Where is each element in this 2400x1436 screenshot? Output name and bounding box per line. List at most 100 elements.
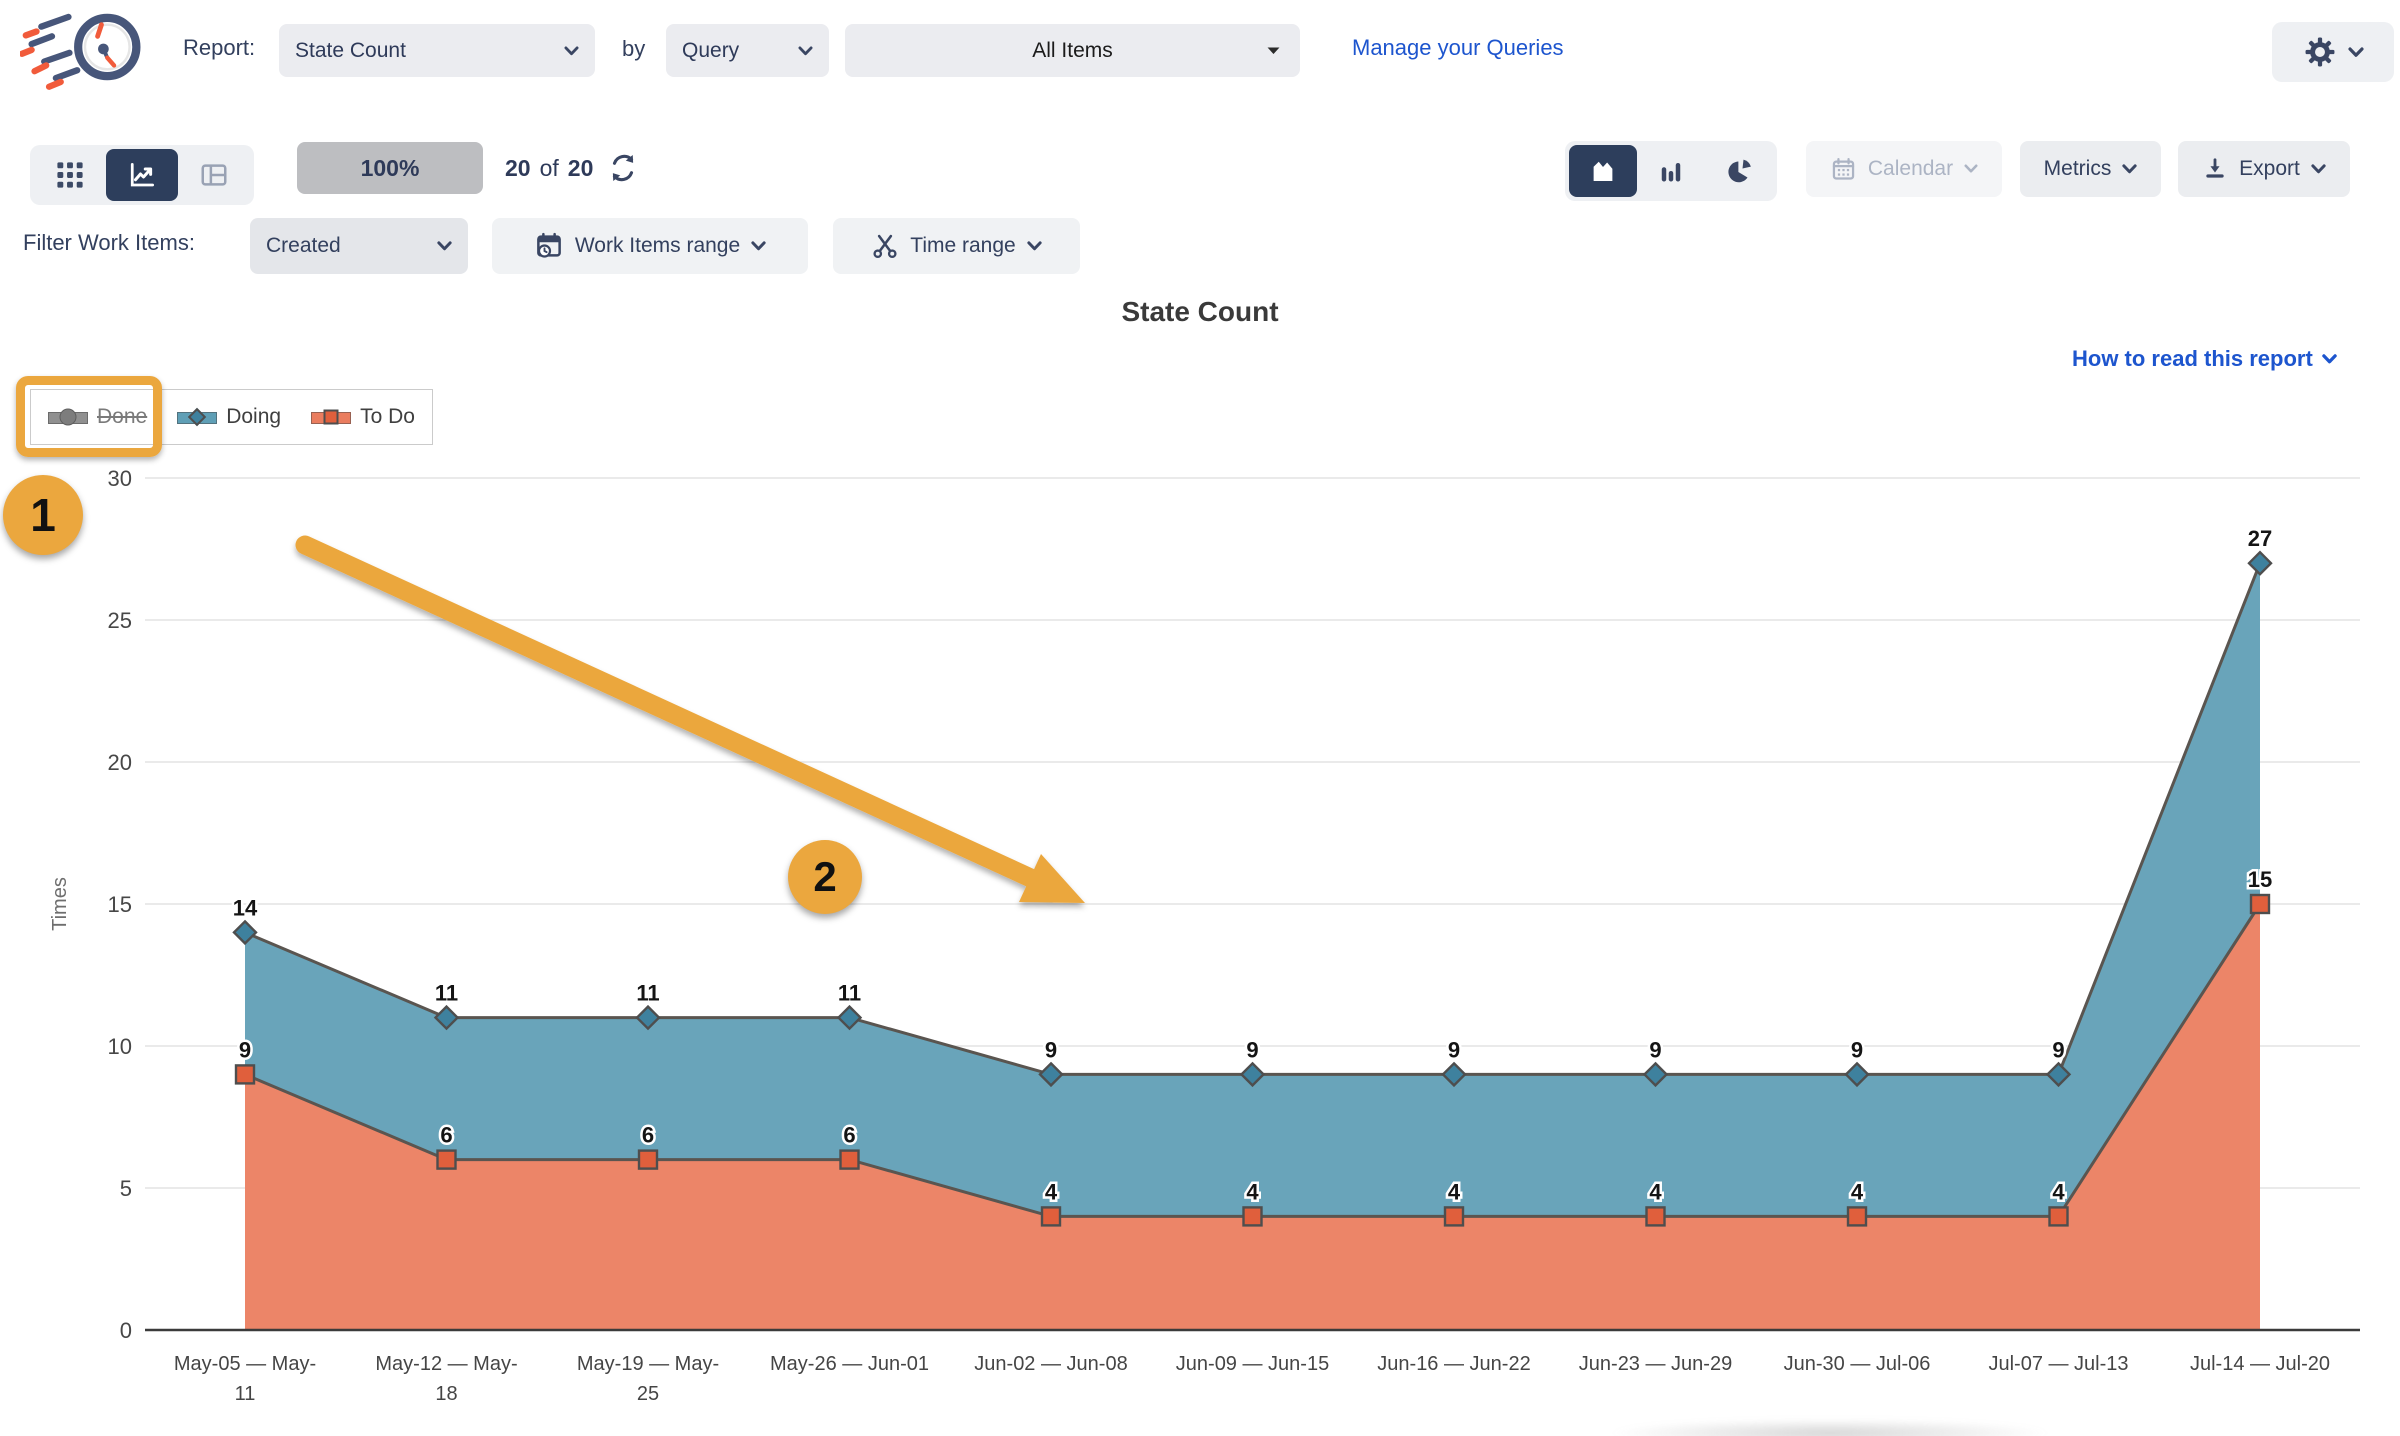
view-switcher bbox=[30, 145, 254, 205]
done-series-glyph bbox=[48, 404, 88, 430]
chevron-down-icon bbox=[1027, 241, 1042, 251]
created-filter-select[interactable]: Created bbox=[250, 218, 468, 274]
export-button[interactable]: Export bbox=[2178, 141, 2350, 197]
app-logo bbox=[20, 13, 141, 90]
scissors-icon bbox=[873, 234, 897, 259]
created-filter-value: Created bbox=[266, 234, 341, 257]
svg-text:9: 9 bbox=[1448, 1037, 1460, 1062]
svg-text:0: 0 bbox=[120, 1318, 132, 1343]
svg-text:4: 4 bbox=[1448, 1179, 1461, 1204]
x-tick-label: May-19 — May- 25 bbox=[576, 1353, 720, 1405]
annotation-step-1: 1 bbox=[3, 475, 83, 555]
svg-text:4: 4 bbox=[1649, 1179, 1662, 1204]
area-chart-icon bbox=[1593, 161, 1613, 181]
bar-chart-button[interactable] bbox=[1637, 145, 1705, 197]
item-count: 20 of 20 bbox=[505, 142, 638, 194]
legend-item-done[interactable]: Done bbox=[48, 404, 147, 430]
table-layout-icon bbox=[201, 164, 227, 186]
svg-text:4: 4 bbox=[1851, 1179, 1864, 1204]
caret-down-icon bbox=[1267, 47, 1280, 54]
area-chart-button[interactable] bbox=[1569, 145, 1637, 197]
svg-text:6: 6 bbox=[642, 1123, 654, 1148]
bar-chart-icon bbox=[1661, 163, 1681, 182]
svg-text:9: 9 bbox=[2052, 1037, 2064, 1062]
x-tick-label: Jun-09 — Jun-15 bbox=[1175, 1353, 1330, 1375]
query-select[interactable]: All Items bbox=[845, 24, 1300, 77]
chevron-down-icon bbox=[798, 46, 813, 55]
svg-text:15: 15 bbox=[2248, 867, 2272, 892]
x-tick-label: Jun-23 — Jun-29 bbox=[1578, 1353, 1733, 1375]
svg-text:4: 4 bbox=[1246, 1179, 1259, 1204]
chevron-down-icon bbox=[2322, 354, 2337, 364]
help-link[interactable]: How to read this report bbox=[2072, 346, 2337, 372]
chevron-down-icon bbox=[437, 241, 452, 251]
report-label: Report: bbox=[183, 35, 256, 60]
grid-icon bbox=[57, 162, 83, 188]
calendar-clock-icon bbox=[536, 232, 561, 258]
svg-text:20: 20 bbox=[108, 750, 132, 775]
group-by-value: Query bbox=[682, 38, 740, 62]
chart-title: State Count bbox=[1121, 296, 1279, 327]
settings-button[interactable] bbox=[2272, 22, 2394, 82]
chart-type-switcher bbox=[1565, 141, 1777, 201]
by-label: by bbox=[622, 36, 646, 61]
count-shown: 20 bbox=[505, 154, 531, 181]
time-range-button[interactable]: Time range bbox=[833, 218, 1080, 274]
doing-series-glyph bbox=[177, 404, 218, 430]
pie-chart-button[interactable] bbox=[1705, 145, 1773, 197]
pie-chart-icon bbox=[1728, 159, 1751, 183]
work-items-range-button[interactable]: Work Items range bbox=[492, 218, 808, 274]
chart-legend: Done Doing To Do bbox=[30, 389, 433, 445]
svg-text:5: 5 bbox=[120, 1176, 132, 1201]
x-tick-label: May-26 — Jun-01 bbox=[770, 1353, 929, 1375]
gear-icon bbox=[2305, 37, 2334, 67]
chevron-down-icon bbox=[2122, 164, 2137, 174]
count-total: 20 bbox=[567, 154, 594, 181]
bottom-overlay-shadow bbox=[1610, 1419, 2050, 1436]
chevron-down-icon bbox=[2347, 47, 2364, 57]
count-of: of bbox=[539, 154, 559, 181]
svg-text:11: 11 bbox=[435, 981, 458, 1006]
refresh-icon[interactable] bbox=[608, 153, 638, 183]
table-view-button[interactable] bbox=[178, 149, 250, 201]
legend-item-todo[interactable]: To Do bbox=[311, 404, 415, 430]
calendar-button[interactable]: Calendar bbox=[1806, 141, 2002, 197]
legend-item-doing[interactable]: Doing bbox=[177, 404, 281, 430]
svg-text:10: 10 bbox=[108, 1034, 132, 1059]
export-label: Export bbox=[2239, 157, 2300, 180]
svg-text:9: 9 bbox=[239, 1037, 251, 1062]
todo-series-glyph bbox=[311, 404, 352, 430]
x-tick-label: May-12 — May- 18 bbox=[375, 1353, 518, 1405]
download-icon bbox=[2206, 158, 2224, 178]
zoom-level-badge[interactable]: 100% bbox=[297, 142, 483, 194]
chevron-down-icon bbox=[751, 241, 766, 251]
report-select[interactable]: State Count bbox=[279, 24, 595, 77]
metrics-button[interactable]: Metrics bbox=[2020, 141, 2161, 197]
svg-text:15: 15 bbox=[108, 892, 132, 917]
filter-label: Filter Work Items: bbox=[23, 230, 195, 255]
x-tick-label: Jul-14 — Jul-20 bbox=[2189, 1353, 2331, 1375]
svg-text:25: 25 bbox=[108, 608, 132, 633]
svg-text:9: 9 bbox=[1649, 1037, 1661, 1062]
svg-text:4: 4 bbox=[2052, 1179, 2065, 1204]
query-select-value: All Items bbox=[1032, 38, 1113, 62]
svg-text:4: 4 bbox=[1045, 1179, 1058, 1204]
calendar-icon bbox=[1832, 157, 1855, 180]
svg-text:Times: Times bbox=[49, 877, 71, 931]
svg-text:11: 11 bbox=[838, 981, 861, 1006]
manage-queries-link[interactable]: Manage your Queries bbox=[1352, 35, 1564, 60]
chevron-down-icon bbox=[564, 46, 579, 55]
annotation-arrow bbox=[295, 535, 1085, 903]
group-by-select[interactable]: Query bbox=[666, 24, 829, 77]
grid-view-button[interactable] bbox=[34, 149, 106, 201]
svg-text:9: 9 bbox=[1851, 1037, 1863, 1062]
x-tick-label: Jul-07 — Jul-13 bbox=[1988, 1353, 2129, 1375]
svg-text:30: 30 bbox=[108, 466, 132, 491]
line-chart-icon bbox=[130, 163, 154, 187]
annotation-step-2: 2 bbox=[788, 840, 862, 914]
x-axis-labels: May-05 — May- 11 May-12 — May- 18 May-19 — M… bbox=[0, 1349, 2400, 1433]
svg-text:6: 6 bbox=[440, 1123, 452, 1148]
chart-view-button[interactable] bbox=[106, 149, 178, 201]
